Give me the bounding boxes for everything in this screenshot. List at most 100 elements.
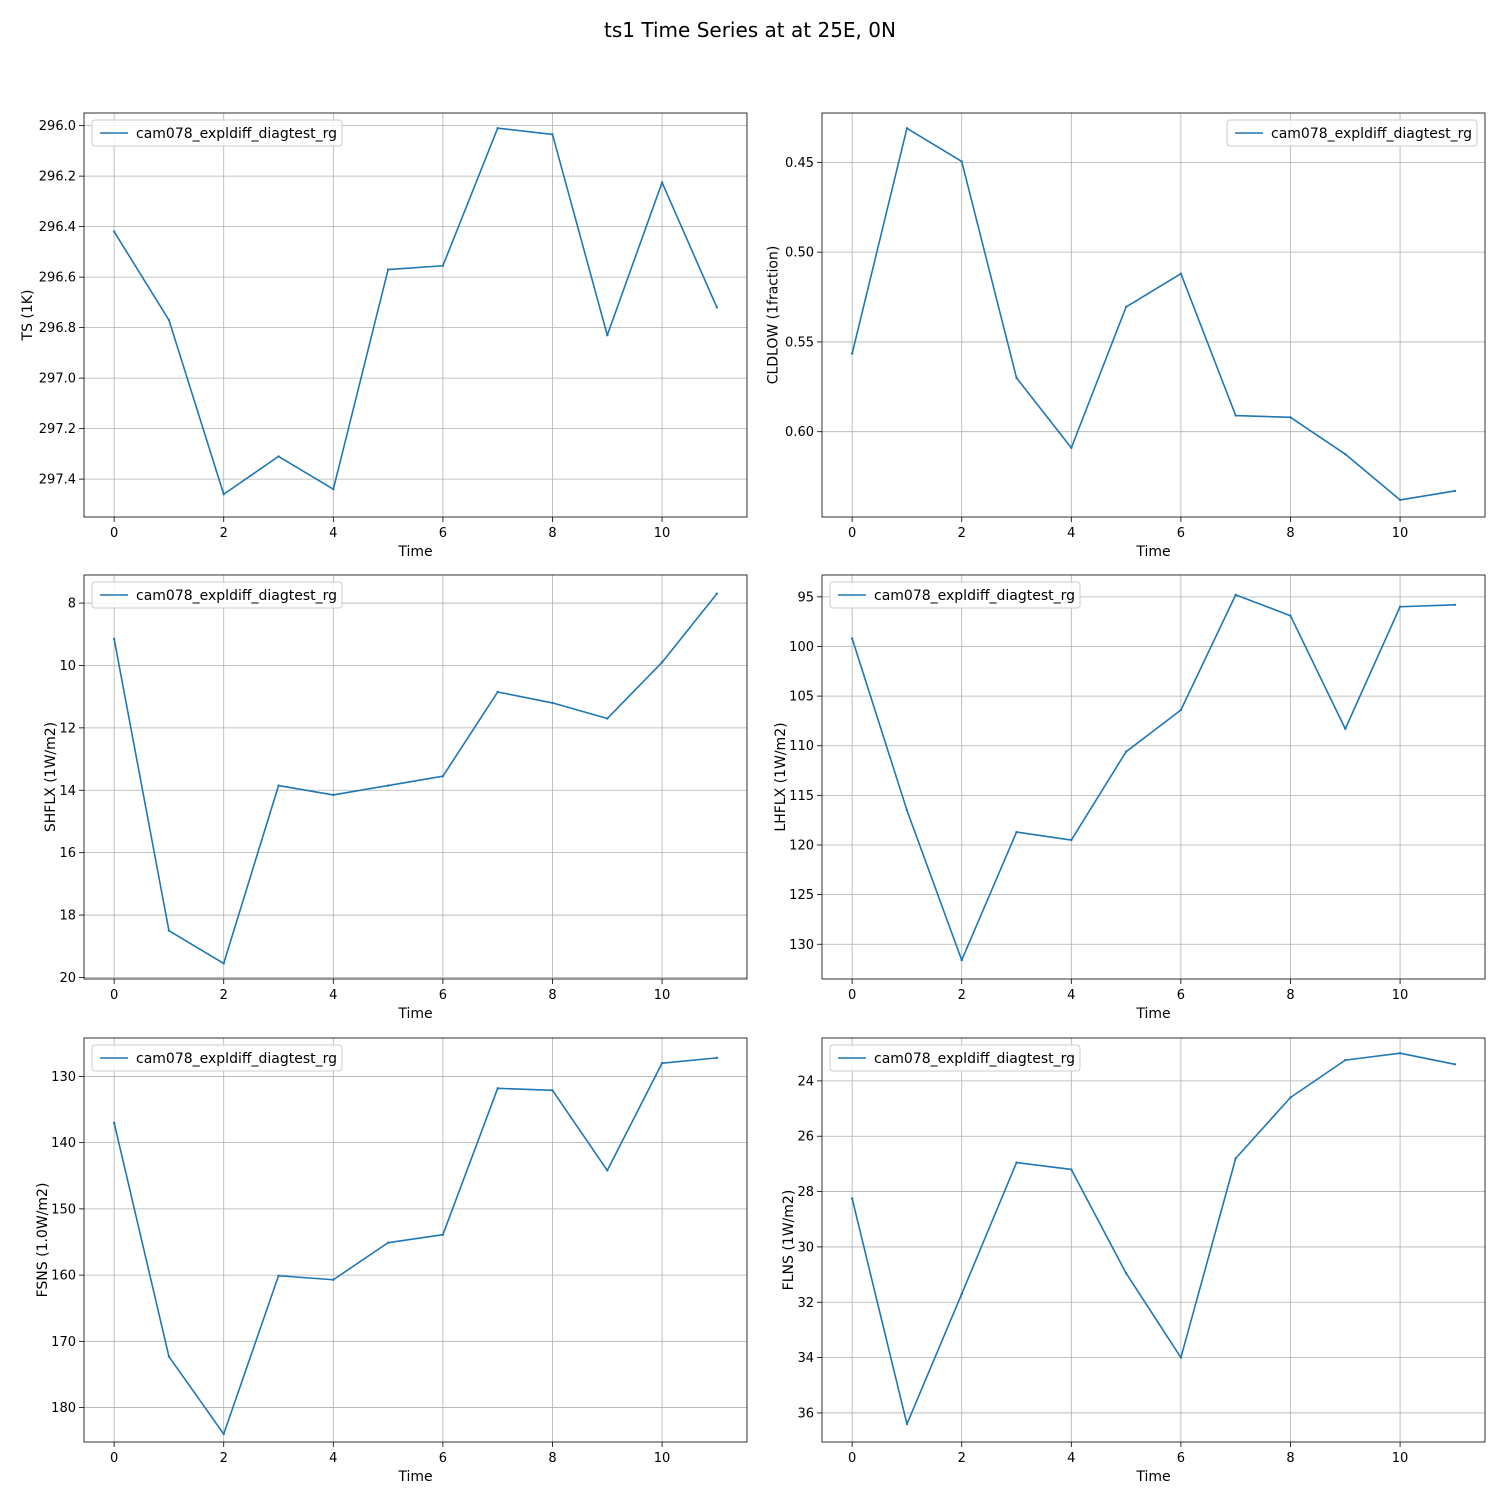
legend: cam078_expldiff_diagtest_rg [91, 1044, 343, 1072]
x-tick-label: 6 [1177, 988, 1185, 1003]
x-tick-label: 10 [1392, 1451, 1409, 1466]
data-point [660, 181, 664, 184]
x-tick-label: 2 [220, 526, 228, 541]
legend-label: cam078_expldiff_diagtest_rg [874, 1051, 1075, 1067]
x-tick-label: 4 [329, 988, 337, 1003]
chart-panel-4: 0 2 4 6 8 10 95 100 105 110 115 120 125 130 Time LHFLX … [773, 574, 1486, 1022]
x-tick-label: 0 [110, 988, 118, 1003]
data-point [1234, 593, 1237, 597]
x-tick-label: 6 [1177, 526, 1185, 541]
y-tick-label: 180 [51, 1401, 76, 1416]
data-point [1453, 489, 1457, 493]
data-point [112, 637, 116, 641]
x-tick-label: 10 [1392, 988, 1409, 1003]
legend-label: cam078_expldiff_diagtest_rg [136, 588, 337, 604]
y-tick-label: 95 [797, 590, 814, 605]
x-tick-label: 0 [848, 526, 856, 541]
data-point [1015, 376, 1018, 380]
y-tick-label: 160 [51, 1269, 76, 1284]
x-tick-label: 2 [958, 526, 966, 541]
legend-box [91, 119, 343, 147]
y-tick-label: 130 [789, 938, 814, 953]
x-tick-label: 2 [220, 988, 228, 1003]
data-point [386, 784, 390, 787]
x-tick-label: 6 [1177, 1451, 1185, 1466]
y-tick-label: 110 [789, 739, 814, 754]
axes-frame [821, 112, 1486, 518]
y-tick-label: 0.45 [785, 156, 814, 171]
legend: cam078_expldiff_diagtest_rg [91, 119, 343, 147]
x-tick-label: 8 [548, 526, 556, 541]
y-tick-label: 296.0 [39, 119, 76, 134]
x-tick-label: 8 [1286, 526, 1294, 541]
data-point [1344, 452, 1347, 456]
x-tick-label: 4 [329, 1451, 337, 1466]
x-tick-label: 6 [439, 526, 447, 541]
data-point [496, 126, 499, 130]
data-point [277, 1274, 280, 1277]
y-axis-label: FSNS (1.0W/m2) [35, 1183, 51, 1298]
x-tick-label: 0 [848, 1451, 856, 1466]
x-tick-label: 2 [220, 1451, 228, 1466]
data-point [1070, 446, 1073, 450]
data-point [660, 1061, 664, 1065]
y-tick-label: 297.2 [39, 422, 76, 437]
data-point [850, 352, 854, 355]
chart-panel-3: 0 2 4 6 8 10 8 10 12 14 16 18 20 Time SHFLX (1W/m2) cam… [43, 574, 748, 1022]
y-tick-label: 105 [789, 690, 814, 705]
x-tick-label: 0 [110, 1451, 118, 1466]
data-point [1124, 1272, 1128, 1275]
x-tick-label: 8 [548, 988, 556, 1003]
x-tick-label: 8 [1286, 1451, 1294, 1466]
data-point [1015, 830, 1018, 834]
y-tick-label: 8 [68, 597, 76, 612]
x-axis-label: Time [1135, 544, 1170, 560]
y-tick-label: 26 [797, 1130, 814, 1145]
data-point [960, 160, 963, 163]
x-axis-label: Time [1135, 1469, 1170, 1485]
data-point [715, 1056, 719, 1060]
data-point [1398, 1052, 1402, 1055]
x-tick-label: 0 [110, 526, 118, 541]
y-tick-label: 36 [797, 1406, 814, 1421]
data-point [1015, 1161, 1018, 1164]
y-tick-label: 14 [59, 784, 76, 799]
data-point [715, 306, 719, 309]
y-tick-label: 297.0 [39, 372, 76, 387]
data-point [1179, 1356, 1183, 1359]
series-line [113, 593, 718, 965]
y-axis-label: CLDLOW (1fraction) [766, 246, 782, 385]
x-tick-label: 4 [1067, 988, 1075, 1003]
x-tick-label: 10 [654, 988, 671, 1003]
legend-box [829, 1044, 1081, 1072]
y-tick-label: 296.2 [39, 170, 76, 185]
data-point [112, 1121, 116, 1124]
data-point [441, 1233, 445, 1236]
axes-frame [821, 1037, 1486, 1443]
y-tick-label: 0.55 [785, 335, 814, 350]
y-tick-label: 140 [51, 1136, 76, 1151]
y-tick-label: 150 [51, 1202, 76, 1217]
legend: cam078_expldiff_diagtest_rg [91, 581, 343, 609]
y-tick-label: 20 [59, 971, 76, 986]
data-point [551, 133, 554, 136]
data-point [386, 1241, 390, 1244]
data-point [441, 775, 445, 778]
y-tick-label: 120 [789, 838, 814, 853]
data-point [551, 701, 554, 705]
series-line [113, 127, 718, 496]
data-point [332, 793, 335, 797]
x-tick-label: 2 [958, 1451, 966, 1466]
data-point [496, 1087, 499, 1090]
data-point [496, 690, 499, 694]
y-tick-label: 296.4 [39, 220, 76, 235]
legend-box [1226, 119, 1478, 147]
y-axis-label: LHFLX (1W/m2) [773, 722, 789, 831]
data-point [277, 455, 280, 458]
series-line [113, 1057, 717, 1435]
axes-frame [83, 112, 748, 518]
data-point [1289, 1096, 1292, 1099]
legend: cam078_expldiff_diagtest_rg [829, 1044, 1081, 1072]
x-axis-label: Time [397, 1469, 432, 1485]
